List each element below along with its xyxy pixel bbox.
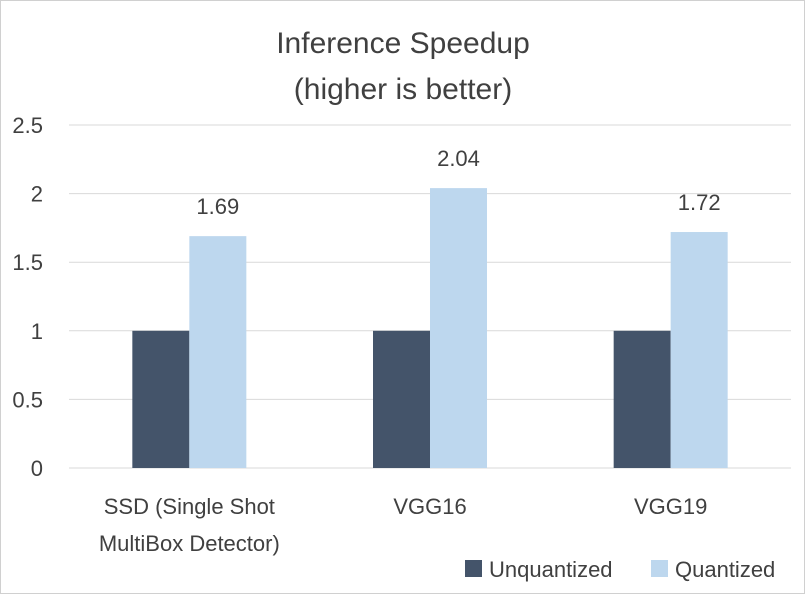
bar-quantized bbox=[189, 236, 247, 468]
bars bbox=[132, 188, 728, 468]
data-labels: 1.69 2.04 1.72 bbox=[196, 146, 720, 219]
data-label: 2.04 bbox=[437, 146, 480, 171]
x-category-label: VGG16 bbox=[393, 494, 466, 519]
y-axis-ticks: 0 0.5 1 1.5 2 2.5 bbox=[12, 113, 43, 481]
chart-title-line-1: Inference Speedup bbox=[276, 27, 530, 60]
y-tick-label: 1.5 bbox=[12, 250, 43, 275]
chart-title-line-2: (higher is better) bbox=[294, 73, 512, 106]
bar-unquantized bbox=[373, 330, 430, 468]
x-axis-categories: SSD (Single Shot MultiBox Detector) VGG16 V… bbox=[99, 494, 707, 556]
data-label: 1.72 bbox=[678, 190, 721, 215]
y-tick-label: 1 bbox=[31, 319, 43, 344]
x-category-label: SSD (Single Shot bbox=[104, 494, 275, 519]
y-tick-label: 0.5 bbox=[12, 387, 43, 412]
legend: Unquantized Quantized bbox=[465, 557, 775, 582]
x-category-label: MultiBox Detector) bbox=[99, 531, 280, 556]
legend-swatch bbox=[465, 560, 482, 577]
bar-unquantized bbox=[132, 330, 190, 468]
y-tick-label: 0 bbox=[31, 456, 43, 481]
y-tick-label: 2 bbox=[31, 182, 43, 207]
legend-swatch bbox=[651, 560, 668, 577]
bar-quantized bbox=[670, 232, 728, 468]
legend-label: Quantized bbox=[675, 557, 775, 582]
bar-quantized bbox=[430, 188, 487, 468]
data-label: 1.69 bbox=[196, 194, 239, 219]
x-category-label: VGG19 bbox=[634, 494, 707, 519]
y-tick-label: 2.5 bbox=[12, 113, 43, 138]
legend-label: Unquantized bbox=[489, 557, 613, 582]
bar-unquantized bbox=[613, 330, 671, 468]
chart-title: Inference Speedup (higher is better) bbox=[276, 27, 530, 106]
